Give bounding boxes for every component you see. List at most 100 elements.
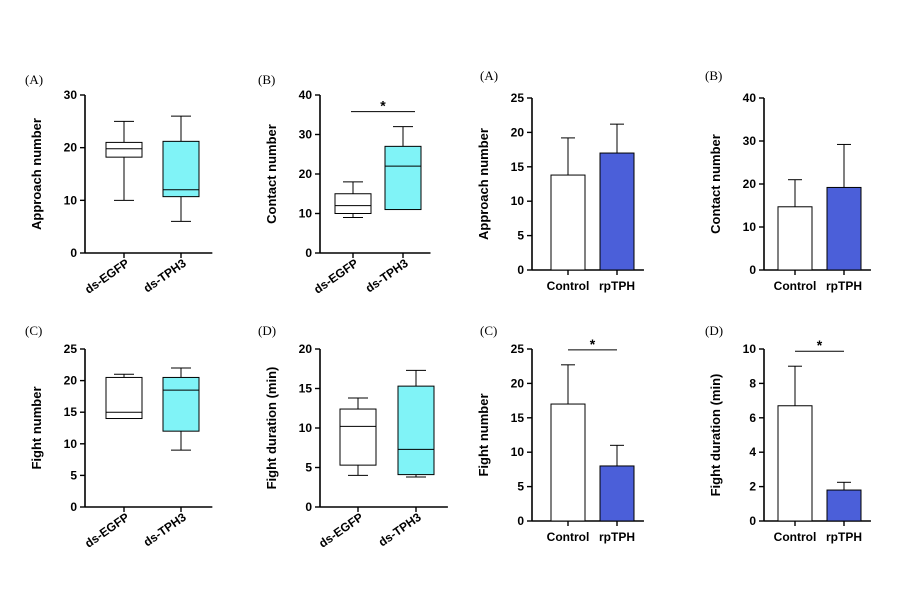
- x-category-label: rpTPH: [599, 530, 635, 544]
- y-tick-label: 20: [299, 167, 313, 181]
- x-category-label: ds-EGFP: [316, 510, 366, 551]
- chart-panel-3: (C) 0 5 10 15 20 25 Fight number ds-EGFP ds-TPH3: [25, 323, 213, 551]
- y-tick-label: 4: [749, 445, 756, 459]
- y-tick-label: 2: [749, 480, 756, 494]
- box-rect: [105, 141, 143, 158]
- y-tick-label: 0: [305, 246, 312, 260]
- x-category-label: rpTPH: [599, 279, 635, 293]
- y-axis-label: Contact number: [264, 124, 279, 224]
- significance-marker: *: [817, 337, 823, 353]
- y-tick-label: 25: [64, 342, 78, 356]
- y-tick-label: 15: [511, 411, 525, 425]
- box-rect: [339, 408, 377, 466]
- y-tick-label: 20: [299, 342, 313, 356]
- chart-panel-1: (A) 0 10 20 30 Approach number ds-EGFP ds-TPH3: [25, 72, 213, 297]
- x-category-label: Control: [547, 279, 590, 293]
- bar: [826, 489, 862, 522]
- chart-panel-4: (D) 0 5 10 15 20 Fight duration (min) ds-EGFP ds…: [258, 323, 448, 551]
- y-tick-label: 20: [511, 376, 525, 390]
- y-tick-label: 20: [64, 374, 78, 388]
- x-category-label: rpTPH: [826, 530, 862, 544]
- y-tick-label: 6: [749, 411, 756, 425]
- y-axis-label: Approach number: [29, 118, 44, 230]
- bar: [599, 465, 635, 522]
- panel-label: (D): [258, 323, 276, 338]
- bar: [826, 186, 862, 271]
- y-tick-label: 0: [749, 263, 756, 277]
- y-axis-label: Fight duration (min): [708, 374, 723, 497]
- y-axis-label: Approach number: [476, 128, 491, 240]
- y-tick-label: 0: [70, 500, 77, 514]
- significance-marker: *: [590, 336, 596, 352]
- y-tick-label: 20: [64, 141, 78, 155]
- y-tick-label: 0: [305, 500, 312, 514]
- x-category-label: ds-EGFP: [311, 256, 361, 297]
- y-tick-label: 5: [70, 468, 77, 482]
- y-tick-label: 10: [743, 220, 757, 234]
- bar: [777, 405, 813, 522]
- y-tick-label: 25: [511, 91, 525, 105]
- y-tick-label: 15: [511, 160, 525, 174]
- y-tick-label: 15: [64, 405, 78, 419]
- panel-label: (C): [480, 323, 497, 338]
- panel-label: (A): [480, 68, 498, 83]
- x-category-label: ds-TPH3: [363, 256, 411, 296]
- x-category-label: ds-EGFP: [82, 510, 132, 551]
- y-axis-label: Fight duration (min): [264, 367, 279, 490]
- box-rect: [162, 376, 200, 432]
- y-tick-label: 10: [511, 445, 525, 459]
- y-tick-label: 0: [517, 263, 524, 277]
- panel-label: (B): [705, 68, 722, 83]
- x-category-label: ds-EGFP: [82, 256, 132, 297]
- y-tick-label: 5: [305, 461, 312, 475]
- y-tick-label: 0: [517, 514, 524, 528]
- y-tick-label: 25: [511, 342, 525, 356]
- y-tick-label: 10: [64, 437, 78, 451]
- panel-label: (B): [258, 72, 275, 87]
- box-rect: [105, 376, 143, 420]
- y-tick-label: 30: [743, 134, 757, 148]
- y-tick-label: 8: [749, 376, 756, 390]
- x-category-label: ds-TPH3: [376, 510, 424, 550]
- y-tick-label: 20: [511, 125, 525, 139]
- y-tick-label: 0: [749, 514, 756, 528]
- y-tick-label: 40: [743, 91, 757, 105]
- chart-panel-2: (B) 0 10 20 30 40 Contact number ds-EGFP ds-TPH3…: [258, 72, 431, 297]
- y-tick-label: 5: [517, 480, 524, 494]
- y-tick-label: 30: [299, 128, 313, 142]
- x-category-label: Control: [774, 279, 817, 293]
- y-tick-label: 5: [517, 229, 524, 243]
- y-tick-label: 10: [64, 193, 78, 207]
- box-rect: [384, 145, 422, 211]
- x-category-label: Control: [547, 530, 590, 544]
- box-rect: [162, 140, 200, 198]
- bar: [599, 152, 635, 271]
- x-category-label: ds-TPH3: [141, 510, 189, 550]
- y-axis-label: Fight number: [476, 393, 491, 476]
- x-category-label: rpTPH: [826, 279, 862, 293]
- panel-label: (C): [25, 323, 42, 338]
- y-tick-label: 10: [299, 421, 313, 435]
- panel-label: (A): [25, 72, 43, 87]
- chart-panel-5: (A) 0 5 10 15 20 25 Approach number Control rpTPH: [476, 68, 644, 293]
- x-category-label: Control: [774, 530, 817, 544]
- y-tick-label: 10: [299, 207, 313, 221]
- y-tick-label: 10: [743, 342, 757, 356]
- y-tick-label: 40: [299, 88, 313, 102]
- y-tick-label: 20: [743, 177, 757, 191]
- y-axis-label: Fight number: [29, 386, 44, 469]
- box-rect: [397, 385, 435, 476]
- bar: [777, 206, 813, 271]
- y-tick-label: 15: [299, 382, 313, 396]
- chart-panel-6: (B) 0 10 20 30 40 Contact number Control rpTPH: [705, 68, 871, 293]
- box-rect: [334, 193, 372, 214]
- x-category-label: ds-TPH3: [141, 256, 189, 296]
- bar: [550, 403, 586, 522]
- y-tick-label: 30: [64, 88, 78, 102]
- chart-panel-8: (D) 0 2 4 6 8 10 Fight duration (min) Control rpT…: [705, 323, 871, 544]
- significance-marker: *: [380, 98, 386, 114]
- panel-label: (D): [705, 323, 723, 338]
- chart-panel-7: (C) 0 5 10 15 20 25 Fight number Control rpTPH *: [476, 323, 644, 544]
- bar: [550, 174, 586, 271]
